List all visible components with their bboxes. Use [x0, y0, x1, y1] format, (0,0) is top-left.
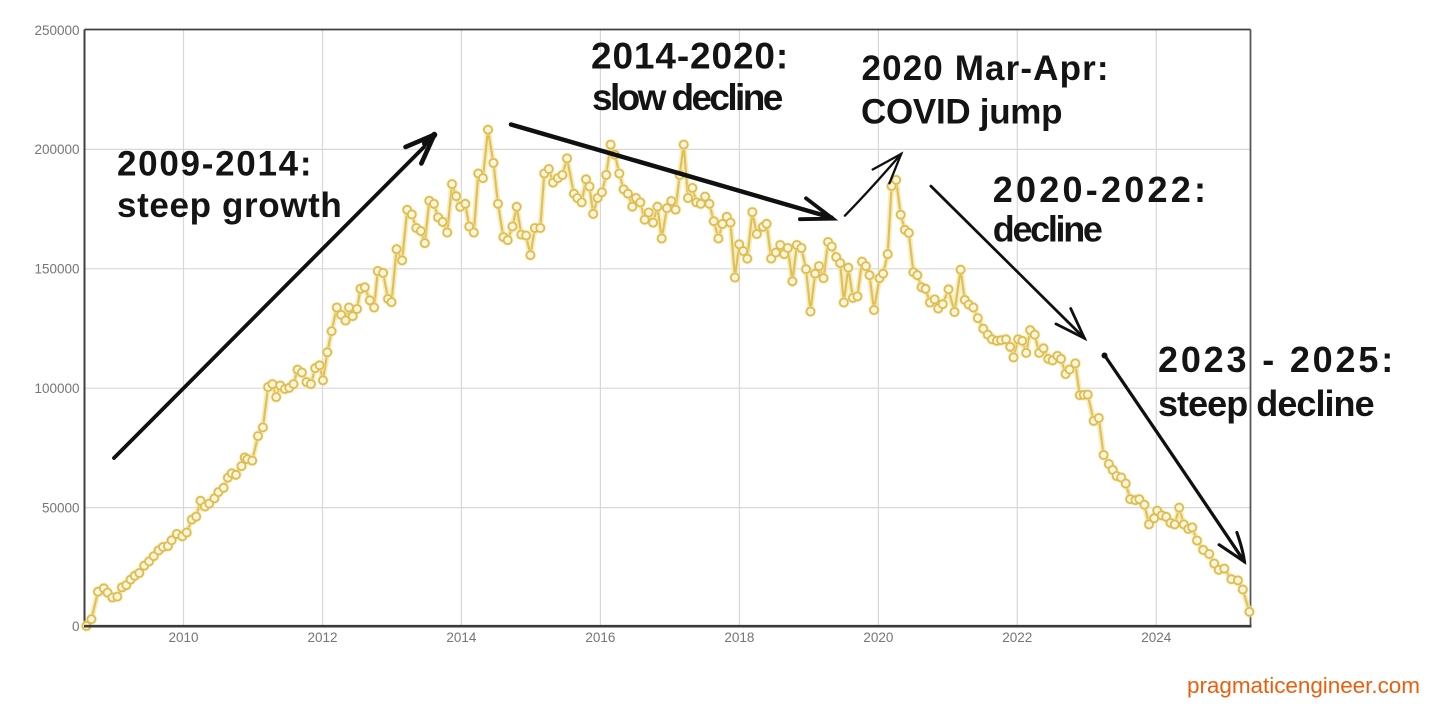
- svg-text:2014: 2014: [446, 630, 477, 645]
- svg-text:2020: 2020: [863, 630, 893, 645]
- svg-text:steep growth: steep growth: [117, 186, 342, 225]
- svg-text:50000: 50000: [42, 500, 80, 515]
- svg-text:2010: 2010: [168, 630, 198, 645]
- svg-text:2016: 2016: [585, 630, 615, 645]
- svg-text:0: 0: [72, 619, 80, 634]
- svg-text:100000: 100000: [34, 381, 79, 396]
- svg-text:2020 Mar-Apr:: 2020 Mar-Apr:: [862, 49, 1109, 88]
- svg-text:2009-2014:: 2009-2014:: [117, 145, 312, 184]
- svg-text:pragmaticengineer.com: pragmaticengineer.com: [1187, 673, 1420, 698]
- svg-text:steep decline: steep decline: [1158, 383, 1375, 424]
- svg-text:2018: 2018: [724, 630, 754, 645]
- svg-text:2022: 2022: [1002, 630, 1032, 645]
- svg-text:2014-2020:: 2014-2020:: [591, 36, 788, 77]
- svg-text:150000: 150000: [34, 262, 79, 277]
- svg-text:COVID jump: COVID jump: [861, 93, 1063, 132]
- svg-text:250000: 250000: [34, 23, 79, 38]
- svg-text:2024: 2024: [1141, 630, 1172, 645]
- svg-text:2012: 2012: [307, 630, 337, 645]
- svg-text:slow decline: slow decline: [592, 77, 783, 118]
- svg-text:200000: 200000: [34, 142, 79, 157]
- svg-text:decline: decline: [993, 209, 1103, 250]
